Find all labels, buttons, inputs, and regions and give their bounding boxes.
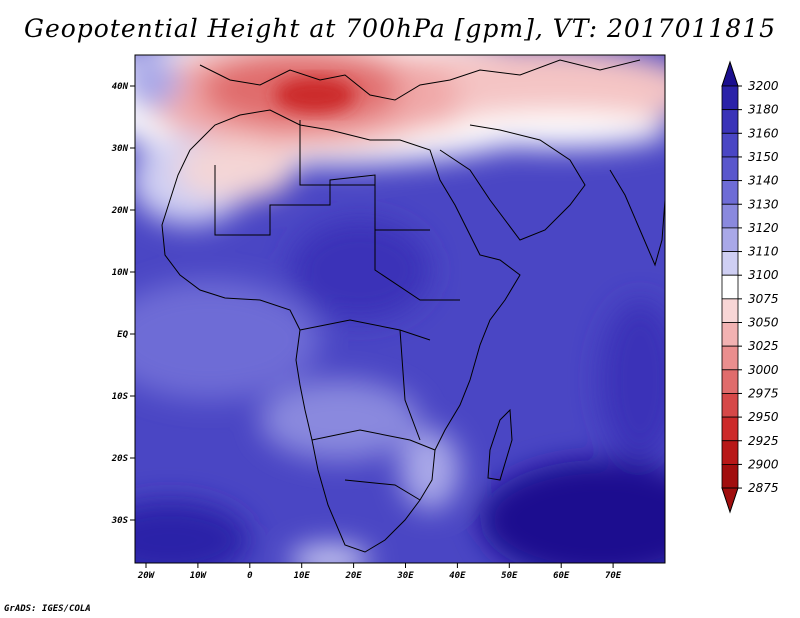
lat-label: 40N: [112, 82, 129, 92]
colorbar-swatch: [721, 463, 739, 489]
footer-credit: GrADS: IGES/COLA: [4, 604, 91, 614]
colorbar-label: 3150: [748, 150, 779, 164]
lon-label: 10E: [294, 571, 311, 581]
colorbar-swatch: [721, 274, 739, 300]
colorbar-swatch: [721, 369, 739, 394]
colorbar-label: 3180: [748, 103, 779, 117]
colorbar-bottom-arrow: [721, 487, 739, 514]
colorbar-swatch: [721, 227, 739, 252]
lat-label: EQ: [117, 330, 128, 340]
colorbar-swatch: [721, 85, 739, 111]
map-frame: [134, 54, 666, 564]
colorbar-swatch: [721, 180, 739, 205]
lon-label: 40E: [449, 571, 466, 581]
coastlines: [161, 59, 665, 553]
colorbar-label: 3050: [748, 316, 779, 330]
lon-label: 50E: [501, 571, 518, 581]
colorbar-label: 3100: [748, 268, 779, 282]
lon-label: 0: [247, 571, 253, 581]
lat-label: 10N: [112, 268, 129, 278]
colorbar-swatch: [721, 440, 739, 465]
latitude-axis: 40N 30N 20N 10N EQ 10S 20S 30S: [111, 82, 135, 526]
lon-label: 20E: [344, 571, 362, 581]
colorbar-swatch: [721, 416, 739, 442]
colorbar-label: 3120: [748, 221, 779, 235]
colorbar-label: 3140: [748, 174, 779, 188]
colorbar-swatch: [721, 132, 739, 158]
colorbar-swatch: [721, 393, 739, 418]
lat-label: 10S: [112, 392, 129, 402]
plot-title: Geopotential Height at 700hPa [gpm], VT:…: [23, 14, 777, 43]
lon-label: 70E: [605, 571, 622, 581]
colorbar-label: 2875: [748, 481, 779, 495]
colorbar-label: 3130: [748, 197, 779, 211]
longitude-axis: 20W 10W 0 10E 20E 30E 40E 50E 60E 70E: [137, 563, 622, 581]
colorbar-swatch: [721, 203, 739, 229]
colorbar-label: 3110: [748, 245, 779, 259]
colorbar-label: 3025: [748, 339, 779, 353]
lat-label: 20S: [111, 454, 129, 464]
lat-label: 30N: [111, 144, 129, 154]
lon-label: 20W: [137, 571, 156, 581]
lon-label: 10W: [190, 571, 208, 581]
lon-label: 60E: [553, 571, 570, 581]
lat-label: 30S: [111, 516, 129, 526]
lat-label: 20N: [111, 206, 129, 216]
colorbar-label: 3000: [748, 363, 779, 377]
colorbar-label: 3200: [748, 79, 779, 93]
colorbar-swatch: [721, 298, 739, 323]
colorbar-label: 2925: [748, 434, 779, 448]
colorbar-label: 3075: [748, 292, 779, 306]
colorbar-swatch: [721, 322, 739, 347]
colorbar-label: 3160: [748, 126, 779, 140]
lon-label: 30E: [396, 571, 414, 581]
colorbar-swatch: [721, 345, 739, 371]
colorbar-label: 2975: [748, 386, 779, 400]
colorbar: 3200 3180 3160 3150 3140 3130 3120 3110 3100 3075…: [721, 60, 779, 514]
colorbar-swatch: [721, 109, 739, 134]
height-field: [135, 55, 665, 563]
colorbar-label: 2950: [748, 410, 779, 424]
colorbar-swatch: [721, 156, 739, 181]
colorbar-top-arrow: [721, 60, 739, 87]
colorbar-label: 2900: [748, 457, 779, 471]
colorbar-swatch: [721, 251, 739, 276]
